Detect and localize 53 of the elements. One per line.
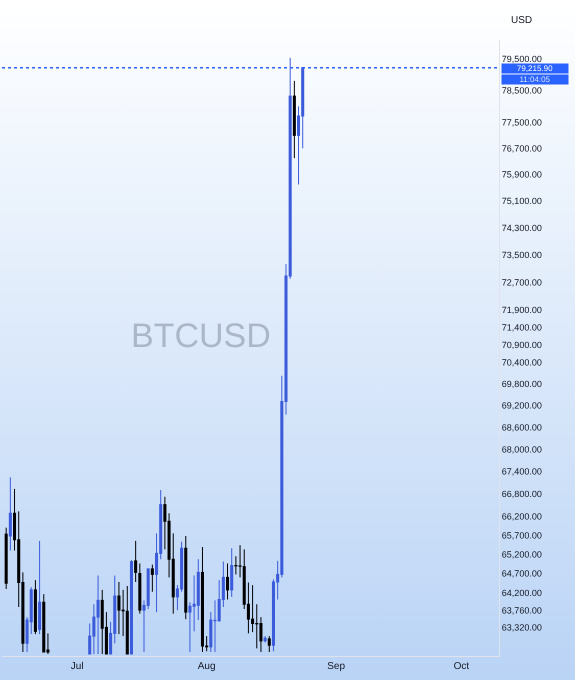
candlestick: [117, 582, 120, 635]
y-tick-label: 71,900.00: [502, 305, 542, 316]
candlestick: [268, 636, 271, 653]
candlestick: [4, 527, 8, 590]
y-tick-label: 67,400.00: [502, 466, 542, 477]
candlestick: [8, 476, 12, 551]
candlestick: [200, 546, 204, 653]
candlestick: [100, 589, 104, 654]
y-tick-label: 64,700.00: [502, 568, 542, 579]
candlestick: [34, 580, 37, 635]
y-tick-label: 78,500.00: [502, 86, 542, 96]
y-tick-label: 72,700.00: [502, 277, 542, 288]
candlestick: [226, 563, 230, 600]
y-tick-label: 63,760.00: [502, 605, 542, 616]
y-tick-label: 68,000.00: [502, 444, 542, 454]
candlestick: [130, 560, 133, 654]
y-tick-label: 70,400.00: [502, 358, 542, 368]
x-tick-label: Jul: [70, 661, 84, 672]
x-tick-label: Aug: [198, 661, 216, 672]
candlestick: [184, 535, 188, 620]
y-tick-label: 77,500.00: [502, 118, 542, 128]
y-tick-label: 69,800.00: [502, 379, 542, 390]
x-tick-label: Sep: [327, 661, 346, 672]
y-tick-label: 65,200.00: [502, 549, 542, 560]
y-axis-title: USD: [511, 15, 532, 26]
y-tick-label: 68,600.00: [502, 422, 542, 432]
x-tick-label: Oct: [454, 661, 470, 672]
text: 11:04:05: [519, 75, 551, 84]
candlestick: [96, 574, 100, 654]
y-tick-label: 66,200.00: [502, 511, 542, 522]
candlestick: [230, 548, 234, 598]
y-tick-label: 75,100.00: [502, 196, 542, 206]
candlestick: [264, 636, 267, 643]
candlestick: [150, 564, 154, 592]
candlestick: [138, 563, 142, 614]
ref-line-label: 79,215.90: [516, 64, 554, 73]
y-tick-label: 73,500.00: [502, 250, 542, 260]
y-tick-label: 63,320.00: [502, 622, 542, 633]
candlestick: [126, 585, 129, 654]
y-tick-label: 69,200.00: [502, 400, 542, 411]
y-tick-label: 66,800.00: [502, 488, 542, 499]
y-tick-label: 76,700.00: [502, 144, 542, 154]
candlestick: [38, 540, 42, 635]
y-tick-label: 79,500.00: [502, 54, 542, 64]
y-tick-label: 70,900.00: [502, 340, 542, 350]
y-tick-label: 64,200.00: [502, 588, 542, 598]
y-tick-label: 71,400.00: [502, 322, 542, 332]
candlestick: [42, 594, 46, 653]
y-tick-label: 74,300.00: [502, 222, 542, 233]
candlestick: [134, 540, 138, 583]
candlestick: [292, 80, 296, 159]
y-tick-label: 65,700.00: [502, 530, 542, 540]
y-tick-label: 75,900.00: [502, 170, 542, 180]
